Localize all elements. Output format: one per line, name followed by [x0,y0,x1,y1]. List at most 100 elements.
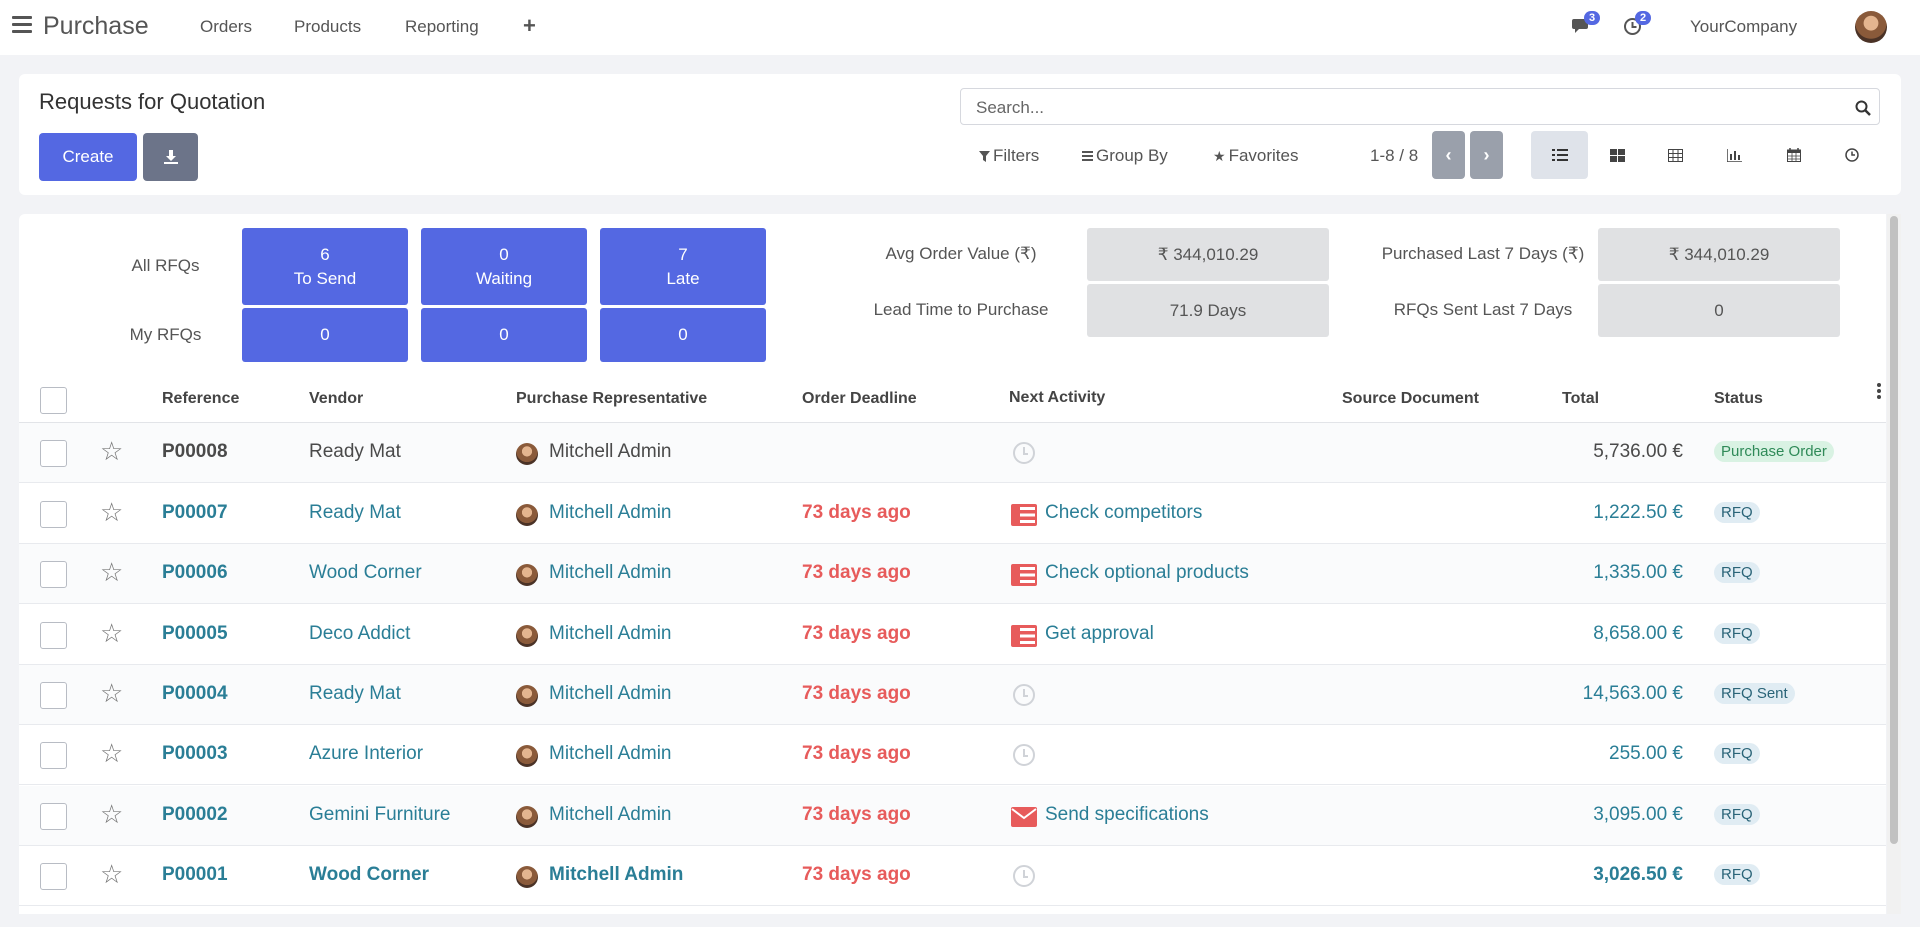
create-button[interactable]: Create [39,133,137,181]
calendar-view-button[interactable] [1765,131,1822,179]
clock-icon[interactable] [1013,684,1035,706]
header-reference[interactable]: Reference [162,390,240,407]
row-checkbox[interactable] [40,863,67,890]
star-icon[interactable]: ☆ [100,678,124,708]
star-icon[interactable]: ☆ [100,618,124,648]
header-vendor[interactable]: Vendor [309,390,364,407]
row-checkbox[interactable] [40,440,67,467]
kanban-view-button[interactable] [1589,131,1646,179]
row-checkbox[interactable] [40,501,67,528]
representative-cell: Mitchell Admin [549,441,672,462]
table-row[interactable]: ☆ P00008 Ready Mat Mitchell Admin 5,736.… [19,423,1886,483]
tasks-icon[interactable] [1011,564,1037,586]
reference-cell[interactable]: P00002 [162,804,228,825]
star-icon[interactable]: ☆ [100,799,124,829]
reference-cell[interactable]: P00004 [162,683,228,704]
clock-icon[interactable] [1013,865,1035,887]
reference-cell[interactable]: P00001 [162,864,228,885]
envelope-icon[interactable] [1011,806,1037,828]
tile-value: 7 [678,244,688,264]
activities-badge: 2 [1635,11,1652,25]
activity-view-button[interactable] [1823,131,1880,179]
row-checkbox[interactable] [40,561,67,588]
star-icon[interactable]: ☆ [100,497,124,527]
reference-cell[interactable]: P00007 [162,502,228,523]
messages-badge: 3 [1584,11,1601,25]
user-avatar[interactable] [1855,11,1887,43]
pager-value[interactable]: 1-8 / 8 [1370,146,1419,165]
app-name[interactable]: Purchase [43,12,149,40]
groupby-label: Group By [1096,146,1168,165]
tasks-icon[interactable] [1011,504,1037,526]
tile-label: Late [666,268,700,288]
reference-cell[interactable]: P00003 [162,743,228,764]
tile-waiting[interactable]: 0 Waiting [421,228,587,305]
star-icon[interactable]: ☆ [100,738,124,768]
company-switcher[interactable]: YourCompany [1690,17,1798,36]
tile-my-waiting[interactable]: 0 [421,308,587,362]
table-row[interactable]: ☆ P00001 Wood Corner Mitchell Admin 73 d… [19,846,1886,906]
activities-button[interactable]: 2 [1623,11,1652,37]
filters-button[interactable]: Filters [979,146,1039,166]
status-badge: RFQ [1714,743,1760,764]
messages-button[interactable]: 3 [1572,11,1601,37]
optional-columns-icon[interactable] [1877,383,1881,401]
vendor-cell: Wood Corner [309,562,422,583]
clock-icon[interactable] [1013,442,1035,464]
graph-view-button[interactable] [1706,131,1763,179]
avatar [516,564,538,586]
table-row[interactable]: ☆ P00006 Wood Corner Mitchell Admin 73 d… [19,544,1886,604]
pivot-view-button[interactable] [1647,131,1704,179]
header-total[interactable]: Total [1562,390,1600,407]
next-activity-cell[interactable]: Check optional products [1045,562,1249,583]
tasks-icon[interactable] [1011,625,1037,647]
bar-chart-icon [1727,148,1742,162]
row-checkbox[interactable] [40,742,67,769]
next-activity-cell[interactable]: Get approval [1045,623,1154,644]
tile-late[interactable]: 7 Late [600,228,766,305]
star-icon[interactable]: ☆ [100,859,124,889]
avatar [516,866,538,888]
clock-icon [1624,18,1641,35]
pager-previous-button[interactable]: ‹ [1432,131,1465,179]
export-button[interactable] [143,133,198,181]
select-all-checkbox[interactable] [40,387,67,414]
row-checkbox[interactable] [40,622,67,649]
header-order-deadline[interactable]: Order Deadline [802,390,917,407]
scrollbar[interactable] [1887,214,1901,914]
menu-products[interactable]: Products [294,17,362,36]
add-menu-button[interactable]: + [523,13,536,38]
header-next-activity[interactable]: Next Activity [1009,389,1106,406]
menu-reporting[interactable]: Reporting [405,17,479,36]
reference-cell[interactable]: P00006 [162,562,228,583]
groupby-button[interactable]: Group By [1082,146,1168,166]
table-row[interactable]: ☆ P00005 Deco Addict Mitchell Admin 73 d… [19,605,1886,665]
next-activity-cell[interactable]: Check competitors [1045,502,1203,523]
next-activity-cell[interactable]: Send specifications [1045,804,1209,825]
pager-next-button[interactable]: › [1470,131,1503,179]
menu-icon[interactable] [12,16,32,36]
list-view-button[interactable] [1531,131,1588,179]
header-source-document[interactable]: Source Document [1342,390,1479,407]
table-row[interactable]: ☆ P00004 Ready Mat Mitchell Admin 73 day… [19,665,1886,725]
row-checkbox[interactable] [40,803,67,830]
scrollbar-thumb[interactable] [1890,216,1898,844]
header-representative[interactable]: Purchase Representative [516,390,708,407]
table-row[interactable]: ☆ P00002 Gemini Furniture Mitchell Admin… [19,786,1886,846]
reference-cell[interactable]: P00008 [162,441,228,462]
table-row[interactable]: ☆ P00007 Ready Mat Mitchell Admin 73 day… [19,484,1886,544]
table-row[interactable]: ☆ P00003 Azure Interior Mitchell Admin 7… [19,725,1886,785]
search-input[interactable]: Search... [960,88,1880,125]
search-icon[interactable] [1855,100,1871,116]
clock-icon[interactable] [1013,744,1035,766]
row-checkbox[interactable] [40,682,67,709]
tile-my-late[interactable]: 0 [600,308,766,362]
tile-to-send[interactable]: 6 To Send [242,228,408,305]
menu-orders[interactable]: Orders [200,17,252,36]
favorites-button[interactable]: ★ Favorites [1213,146,1298,166]
star-icon[interactable]: ☆ [100,557,124,587]
star-icon[interactable]: ☆ [100,436,124,466]
header-status[interactable]: Status [1714,390,1763,407]
tile-my-to-send[interactable]: 0 [242,308,408,362]
reference-cell[interactable]: P00005 [162,623,228,644]
